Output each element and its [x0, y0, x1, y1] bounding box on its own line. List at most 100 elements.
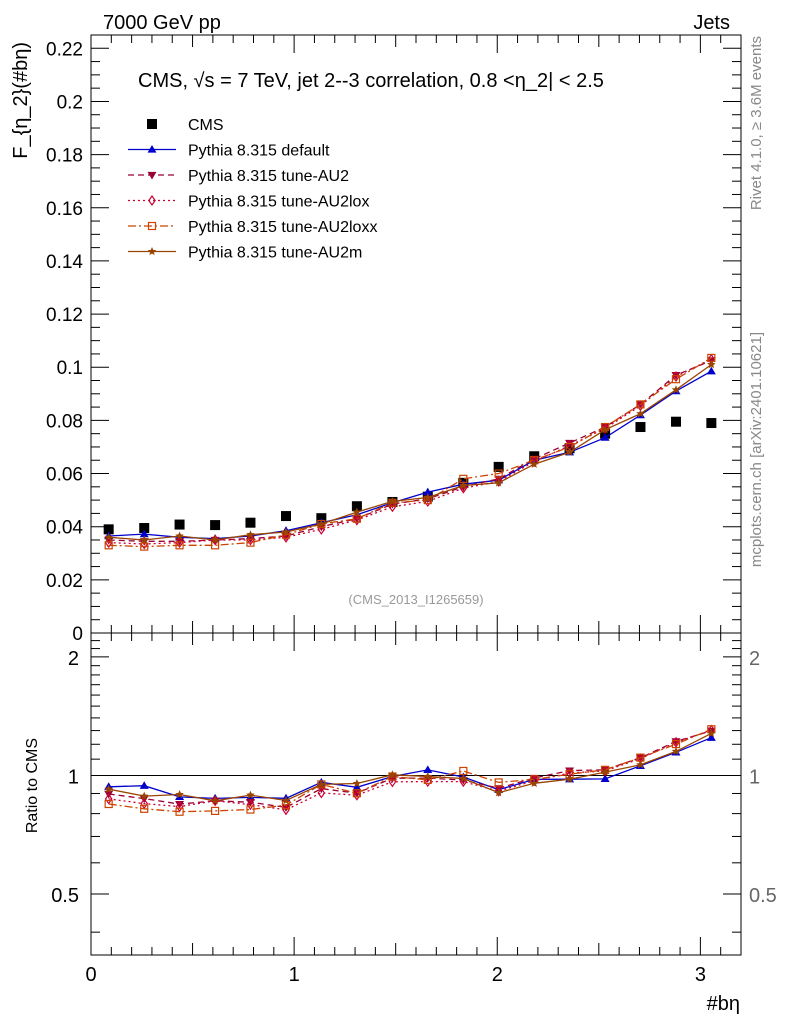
data-point: [175, 537, 184, 549]
data-point: [353, 514, 361, 526]
data-point: [423, 487, 433, 496]
ratio-series-1: [104, 733, 716, 802]
y-tick-label: 0.08: [46, 411, 83, 432]
data-point: [707, 360, 716, 369]
ratio-tick-label: 1: [68, 766, 79, 788]
ratio-series-3: [104, 724, 716, 816]
ratio-point: [423, 765, 433, 774]
data-point: [281, 527, 291, 536]
series-line: [108, 359, 712, 542]
series-5: [104, 360, 716, 544]
legend-label: Pythia 8.315 tune-AU2m: [188, 245, 362, 262]
legend-label: Pythia 8.315 tune-AU2loxx: [188, 219, 377, 236]
data-point: [210, 520, 221, 531]
data-point: [600, 425, 610, 434]
ratio-line: [108, 737, 712, 800]
y-tick-label: 0.02: [46, 571, 83, 592]
ratio-line: [108, 732, 712, 802]
data-point: [104, 537, 113, 549]
ratio-point: [529, 774, 539, 783]
data-point: [246, 538, 255, 547]
data-point: [493, 461, 504, 472]
legend-label: Pythia 8.315 tune-AU2: [188, 168, 349, 185]
ratio-point: [352, 782, 362, 791]
x-tick-label: 1: [289, 964, 300, 986]
data-point: [600, 433, 610, 441]
ratio-point: [245, 799, 255, 807]
data-point: [459, 481, 468, 490]
ratio-series-5: [104, 728, 716, 805]
data-point: [246, 534, 255, 546]
data-point: [672, 370, 680, 383]
ratio-point: [494, 778, 503, 787]
series-line: [108, 364, 712, 541]
ratio-tick-label-right: 0.5: [749, 885, 777, 907]
ratio-axis-ticks: 0.5 1 2 0.5 1 2: [51, 640, 777, 933]
data-point: [140, 542, 149, 551]
data-point: [316, 513, 327, 524]
ratio-point: [281, 796, 291, 805]
data-point: [529, 455, 539, 464]
ratio-series-layer: [104, 724, 716, 816]
data-point: [388, 501, 397, 513]
analysis-watermark: (CMS_2013_I1265659): [348, 592, 483, 607]
ratio-point: [104, 793, 113, 805]
data-point: [706, 366, 716, 375]
y-tick-label: 0.14: [46, 252, 83, 273]
legend-marker: [147, 171, 157, 180]
data-point: [671, 375, 681, 384]
ratio-point: [494, 788, 503, 797]
y-tick-label: 0: [72, 624, 83, 645]
ratio-line: [108, 728, 712, 813]
ratio-point: [104, 784, 113, 793]
series-0: [103, 416, 717, 535]
ratio-point: [636, 760, 645, 769]
chart-title: CMS, √s = 7 TeV, jet 2--3 correlation, 0…: [138, 70, 604, 92]
data-point: [175, 531, 184, 540]
ratio-point: [246, 805, 255, 814]
ratio-point: [707, 728, 716, 738]
data-point: [494, 469, 503, 478]
y-tick-label: 0.22: [46, 39, 83, 60]
series-1: [104, 366, 716, 542]
data-point: [104, 541, 113, 550]
mcplots-label: mcplots.cern.ch [arXiv:2401.10621]: [748, 332, 765, 567]
ratio-point: [423, 772, 433, 781]
ratio-point: [246, 799, 255, 811]
ratio-series-4: [104, 725, 716, 816]
data-point: [423, 493, 433, 502]
data-point: [245, 517, 256, 528]
y-tick-label: 0.18: [46, 146, 83, 167]
data-point: [671, 416, 681, 427]
data-point: [104, 536, 114, 545]
ratio-tick-label: 0.5: [51, 885, 79, 907]
ratio-plot-frame: [90, 632, 742, 956]
x-axis-label: #bη: [707, 993, 740, 1015]
ratio-point: [353, 789, 361, 801]
ratio-point: [600, 774, 610, 783]
ratio-point: [175, 790, 184, 799]
legend-marker: [148, 194, 156, 207]
ratio-y-axis-label: Ratio to CMS: [24, 738, 41, 833]
x-axis-ticks: 0 1 2 3: [85, 35, 742, 986]
ratio-point: [565, 774, 574, 783]
ratio-series-2: [104, 727, 716, 812]
ratio-point: [352, 789, 361, 798]
series-3: [104, 353, 716, 550]
ratio-point: [317, 787, 326, 799]
data-point: [352, 514, 361, 523]
legend-marker: [147, 119, 157, 129]
legend: CMS Pythia 8.315 default Pythia 8.315 tune…: [128, 117, 377, 262]
ratio-point: [175, 800, 185, 809]
y-tick-label: 0.2: [57, 92, 83, 113]
series-4: [104, 353, 716, 551]
ratio-point: [140, 804, 149, 813]
data-point: [601, 422, 609, 434]
x-tick-label: 3: [695, 964, 706, 986]
y-tick-label: 0.12: [46, 305, 83, 326]
data-point: [281, 511, 291, 522]
data-point: [139, 529, 149, 538]
series-2: [104, 357, 716, 546]
ratio-point: [139, 791, 149, 800]
